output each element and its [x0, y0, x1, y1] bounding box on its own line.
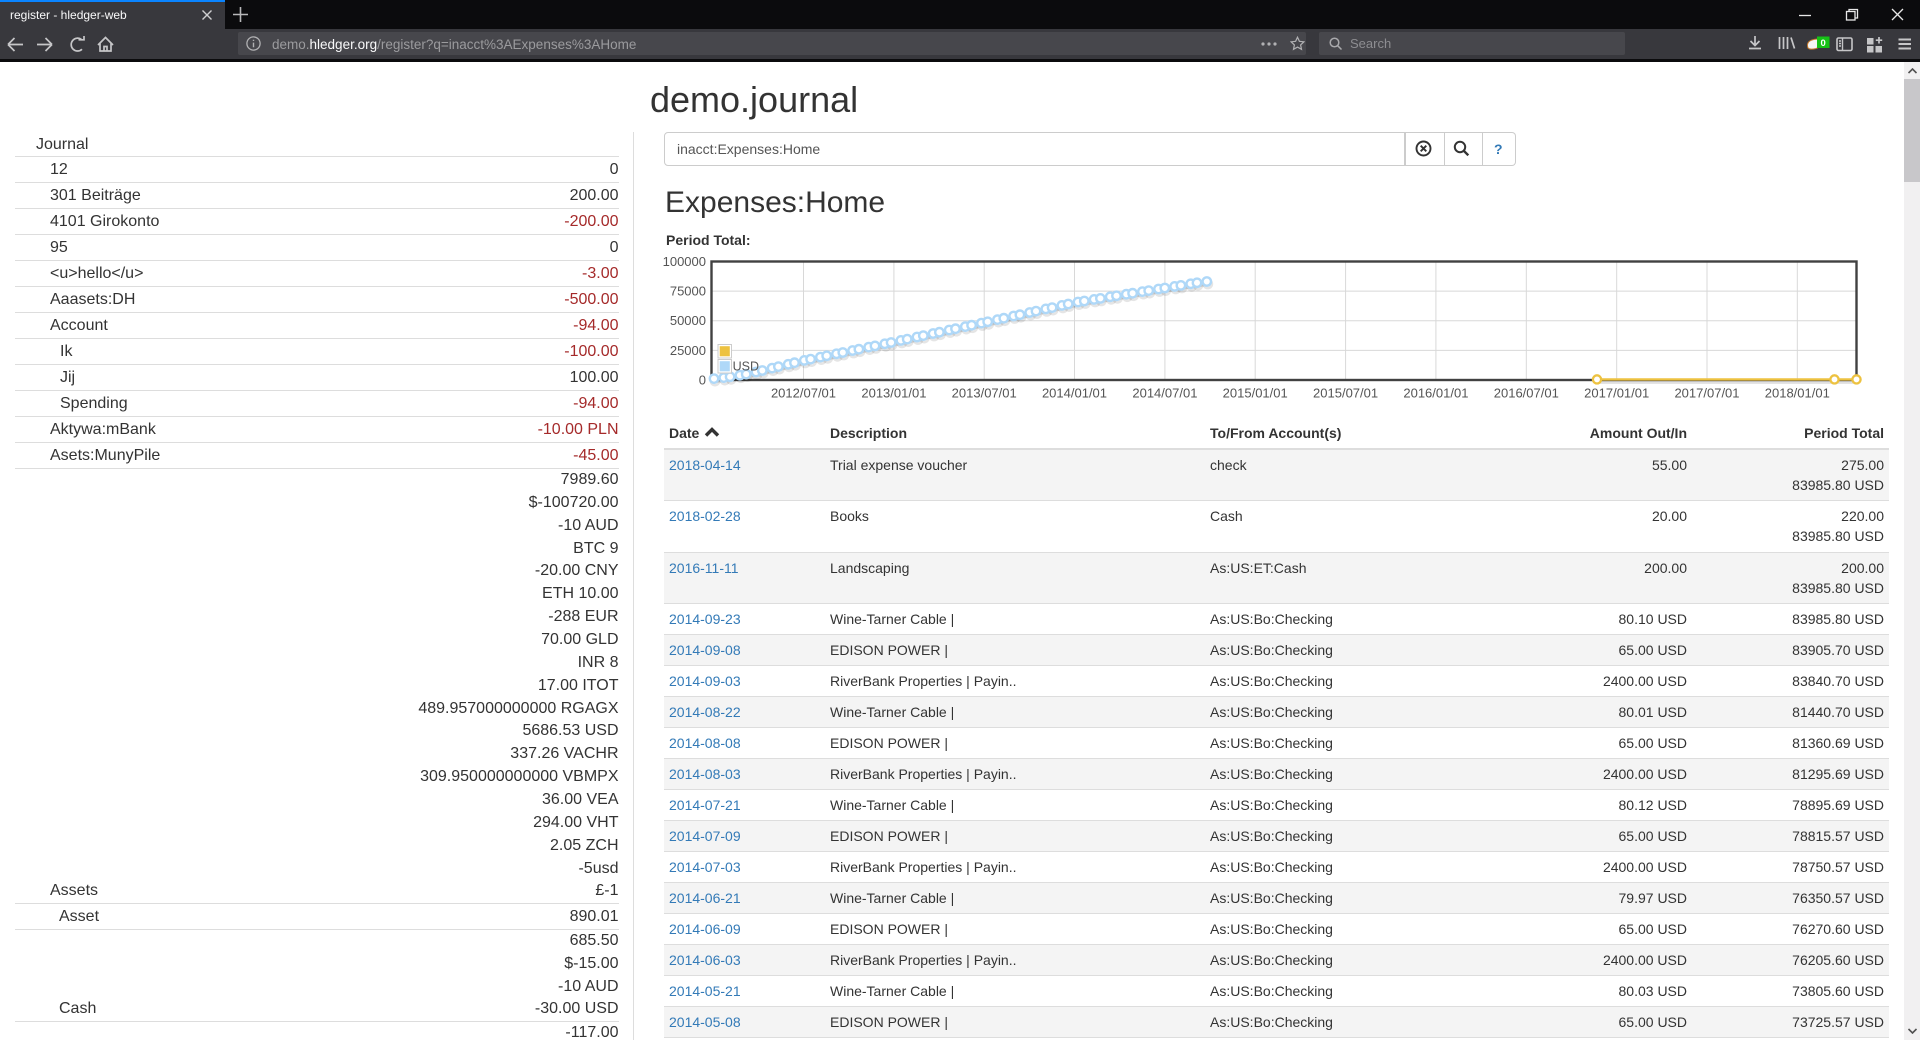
svg-text:25000: 25000: [670, 343, 706, 358]
svg-text:2017/01/01: 2017/01/01: [1584, 386, 1649, 401]
svg-text:2013/07/01: 2013/07/01: [952, 386, 1017, 401]
svg-text:2018/01/01: 2018/01/01: [1765, 386, 1830, 401]
svg-text:2014/01/01: 2014/01/01: [1042, 386, 1107, 401]
svg-text:2013/01/01: 2013/01/01: [861, 386, 926, 401]
svg-text:USD: USD: [733, 359, 759, 373]
svg-text:2016/07/01: 2016/07/01: [1494, 386, 1559, 401]
svg-text:100000: 100000: [663, 254, 706, 269]
svg-text:0: 0: [699, 373, 706, 388]
svg-text:2016/01/01: 2016/01/01: [1403, 386, 1468, 401]
svg-text:2017/07/01: 2017/07/01: [1674, 386, 1739, 401]
svg-text:2012/07/01: 2012/07/01: [771, 386, 836, 401]
svg-text:2015/07/01: 2015/07/01: [1313, 386, 1378, 401]
svg-text:2015/01/01: 2015/01/01: [1223, 386, 1288, 401]
svg-text:75000: 75000: [670, 284, 706, 299]
svg-text:2014/07/01: 2014/07/01: [1132, 386, 1197, 401]
svg-text:0: 0: [1821, 38, 1826, 49]
svg-text:50000: 50000: [670, 313, 706, 328]
